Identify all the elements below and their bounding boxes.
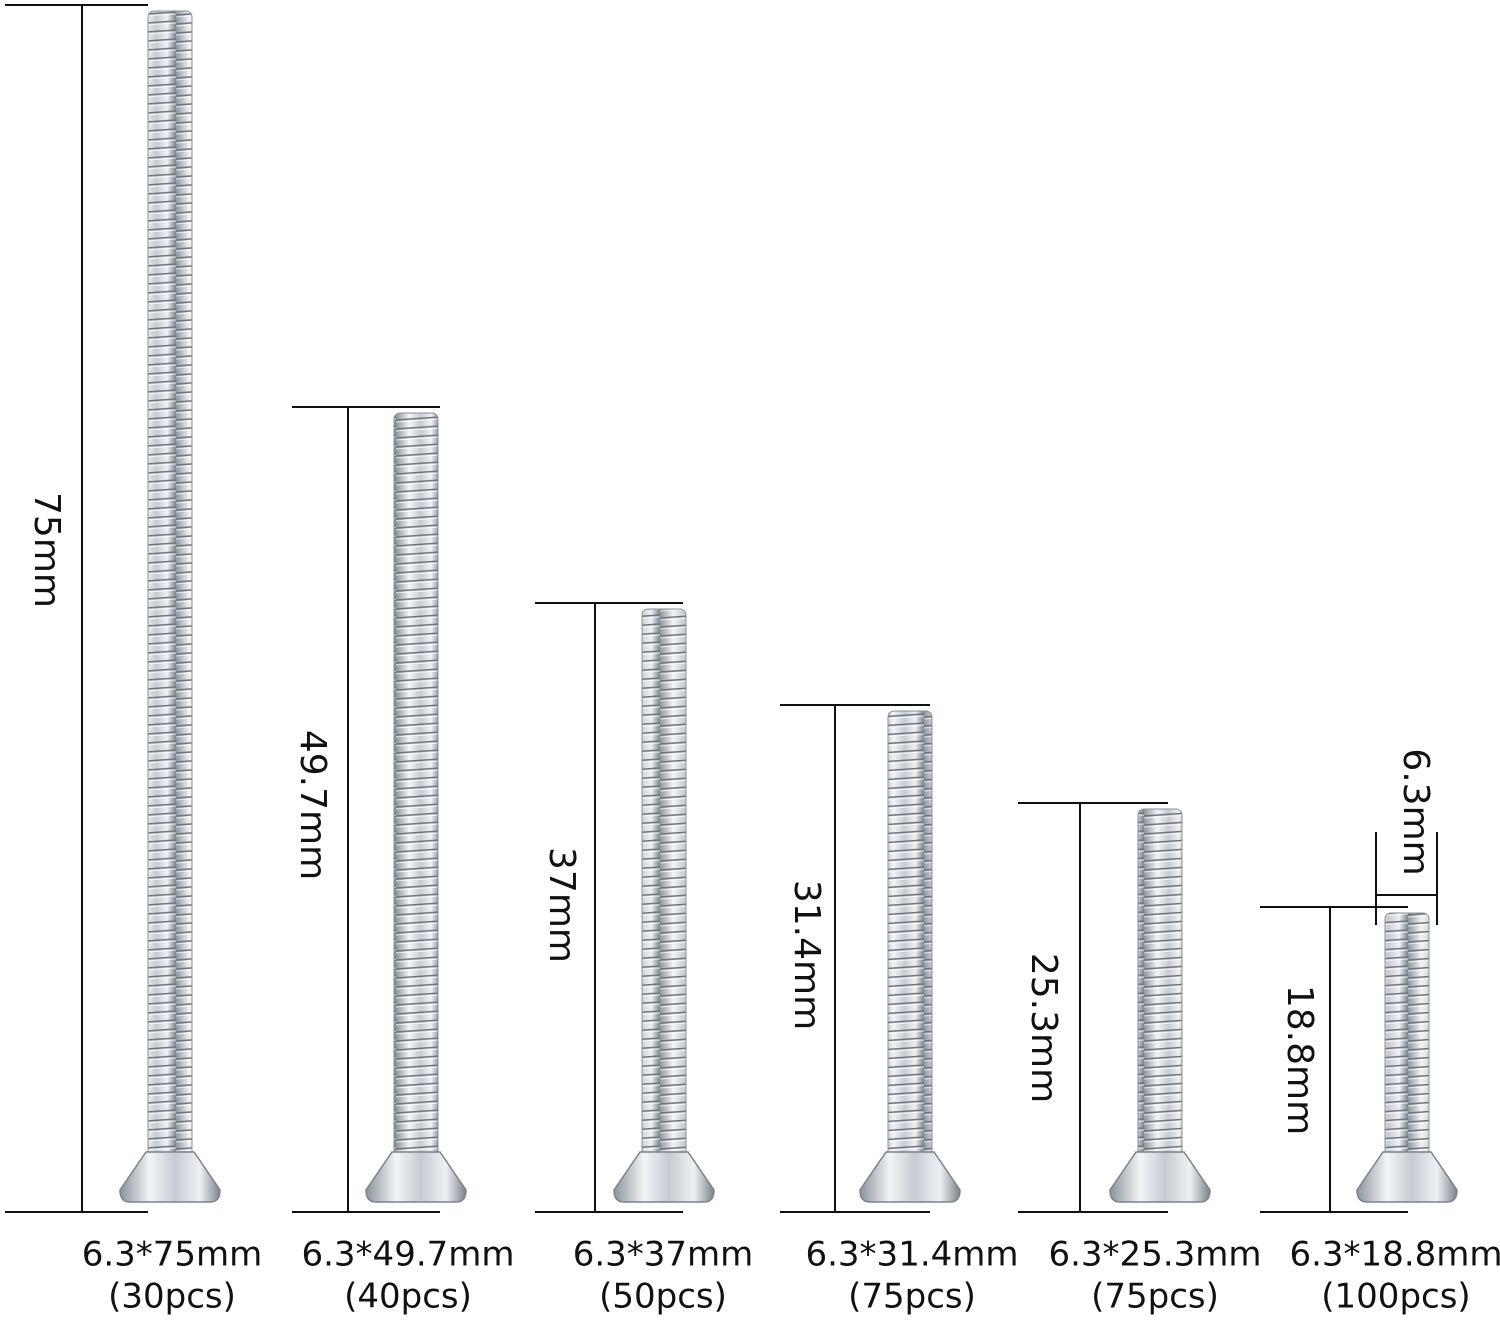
screw-shank [1137, 808, 1183, 1167]
screw-head [1109, 1151, 1211, 1203]
length-label: 31.4mm [786, 880, 827, 1030]
length-label: 49.7mm [292, 730, 333, 880]
screw-shank [1384, 912, 1430, 1167]
screw-count: (40pcs) [344, 1277, 472, 1317]
length-label: 75mm [26, 492, 67, 608]
screw-head [119, 1151, 221, 1203]
screw-name: 6.3*18.8mm [1289, 1235, 1500, 1275]
screw-head [613, 1151, 715, 1203]
screw-shank [393, 412, 439, 1167]
screw-name: 6.3*75mm [82, 1235, 263, 1275]
screw-head [1356, 1151, 1458, 1203]
screw-shank [887, 710, 933, 1167]
screw-name: 6.3*31.4mm [805, 1235, 1018, 1275]
diameter-label: 6.3mm [1395, 748, 1436, 875]
screw-head [365, 1151, 467, 1203]
screw-count: (50pcs) [599, 1277, 727, 1317]
length-label: 18.8mm [1279, 985, 1320, 1135]
screw-count: (100pcs) [1321, 1277, 1470, 1317]
screw-name: 6.3*37mm [573, 1235, 754, 1275]
screw-count: (75pcs) [848, 1277, 976, 1317]
screw-name: 6.3*25.3mm [1048, 1235, 1261, 1275]
screw-count: (75pcs) [1091, 1277, 1219, 1317]
length-label: 25.3mm [1023, 953, 1064, 1103]
screw-count: (30pcs) [108, 1277, 236, 1317]
length-label: 37mm [541, 847, 582, 963]
screw-head [859, 1151, 961, 1203]
screw-shank [147, 10, 193, 1167]
screw-shank [641, 608, 687, 1167]
screw-name: 6.3*49.7mm [301, 1235, 514, 1275]
